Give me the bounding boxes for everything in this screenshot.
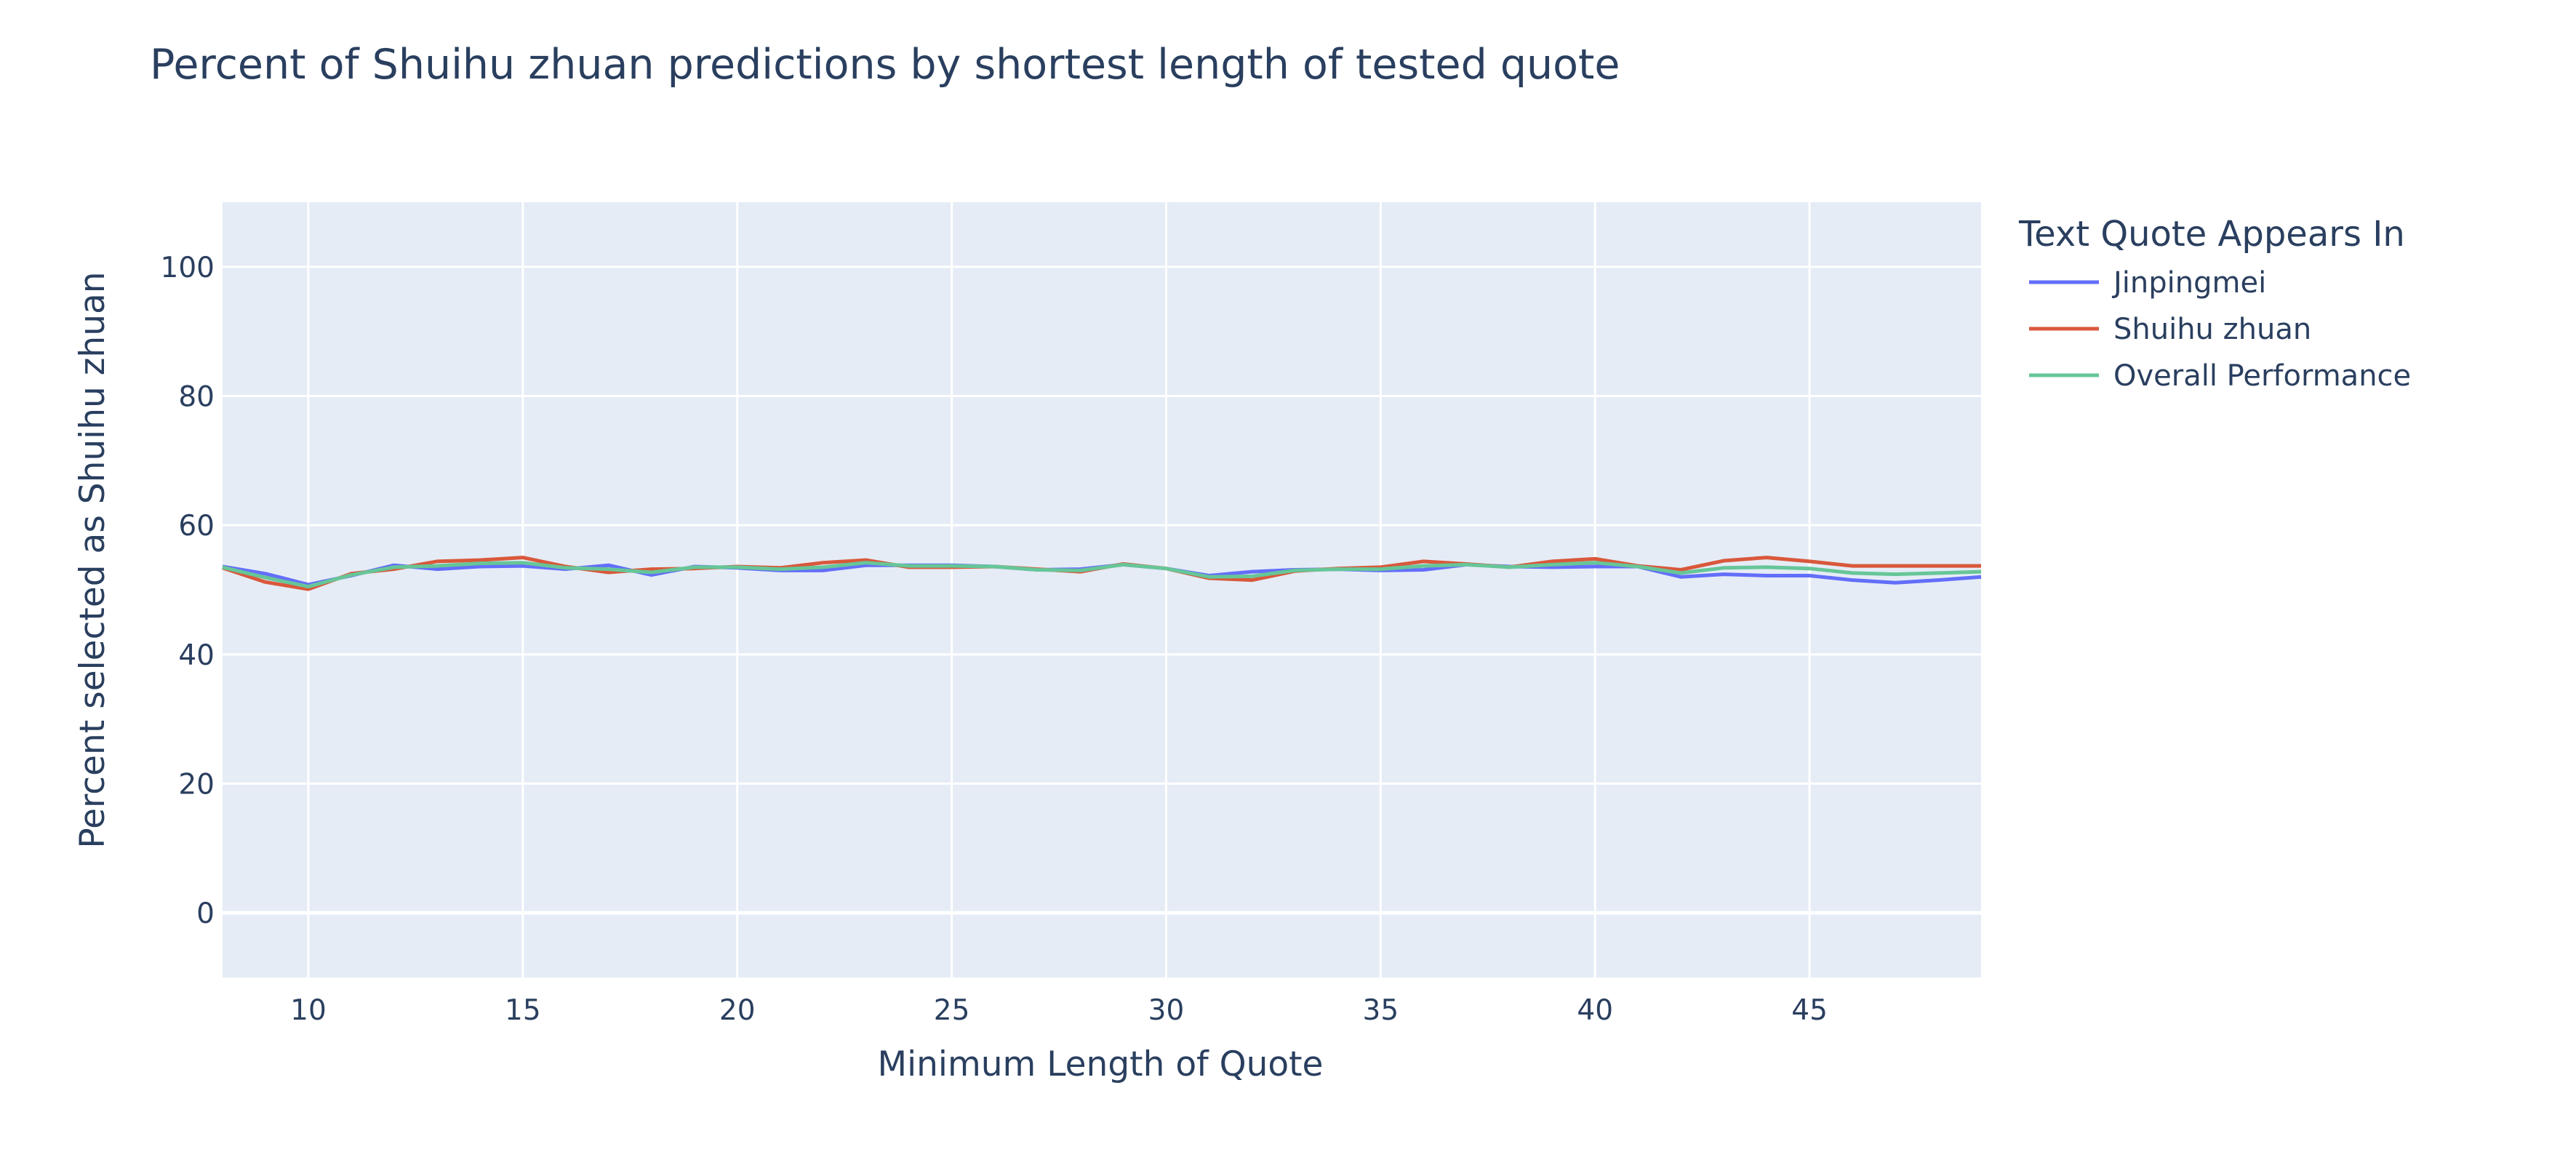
x-tick-label: 25 — [934, 994, 970, 1027]
y-axis-title: Percent selected as Shuihu zhuan — [73, 271, 113, 848]
y-tick-label: 80 — [178, 381, 215, 414]
y-tick-label: 40 — [178, 639, 215, 672]
legend-label: Shuihu zhuan — [2113, 313, 2311, 346]
x-tick-label: 20 — [719, 994, 756, 1027]
y-tick-label: 100 — [161, 252, 215, 284]
x-tick-label: 30 — [1148, 994, 1185, 1027]
legend-title: Text Quote Appears In — [2018, 214, 2405, 255]
series-lines — [222, 556, 1982, 591]
y-axis-ticks: 0 20 40 60 80 100 — [161, 252, 215, 930]
y-tick-label: 60 — [178, 510, 215, 543]
x-tick-label: 40 — [1577, 994, 1613, 1027]
grid-lines — [223, 202, 1981, 977]
x-tick-label: 45 — [1791, 994, 1828, 1027]
y-tick-label: 0 — [196, 897, 215, 930]
x-tick-label: 10 — [290, 994, 327, 1027]
x-tick-label: 35 — [1363, 994, 1399, 1027]
legend: Text Quote Appears In Jinpingmei Shuihu z… — [2018, 214, 2411, 393]
legend-label: Overall Performance — [2113, 359, 2411, 393]
x-tick-label: 15 — [505, 994, 541, 1027]
chart-title: Percent of Shuihu zhuan predictions by s… — [150, 41, 1620, 89]
series-line-2 — [222, 561, 1982, 589]
x-axis-ticks: 10 15 20 25 30 35 40 45 — [290, 994, 1828, 1027]
plot-area — [223, 202, 1981, 977]
x-axis-title: Minimum Length of Quote — [878, 1044, 1324, 1084]
y-tick-label: 20 — [178, 769, 215, 801]
legend-label: Jinpingmei — [2111, 266, 2266, 300]
